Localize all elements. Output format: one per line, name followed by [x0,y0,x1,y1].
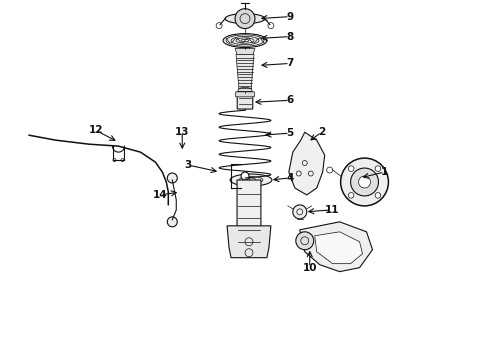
Circle shape [375,166,381,171]
Circle shape [296,232,314,250]
Circle shape [375,193,381,198]
Text: 10: 10 [302,263,317,273]
Text: 13: 13 [175,127,190,137]
Ellipse shape [238,87,252,93]
Polygon shape [315,232,363,264]
Text: 4: 4 [286,173,294,183]
Ellipse shape [225,14,265,24]
Circle shape [167,173,177,183]
Circle shape [348,193,354,198]
Text: 9: 9 [286,12,294,22]
Text: 1: 1 [381,167,388,177]
Circle shape [293,205,307,219]
Circle shape [350,168,378,196]
Polygon shape [300,222,372,272]
Text: 11: 11 [324,205,339,215]
Circle shape [359,176,370,188]
Circle shape [341,158,389,206]
Circle shape [235,9,255,28]
Text: 14: 14 [153,190,168,200]
Text: 6: 6 [286,95,294,105]
Circle shape [241,172,249,180]
Text: 3: 3 [185,160,192,170]
Polygon shape [227,226,271,258]
Circle shape [167,217,177,227]
Polygon shape [237,180,261,248]
Text: 2: 2 [318,127,325,137]
Ellipse shape [230,174,272,186]
Text: 5: 5 [286,128,294,138]
Circle shape [348,166,354,171]
Polygon shape [289,132,325,195]
Text: 7: 7 [286,58,294,68]
FancyBboxPatch shape [236,92,254,97]
Ellipse shape [223,33,267,48]
FancyBboxPatch shape [237,91,253,109]
Text: 8: 8 [286,32,294,41]
Polygon shape [235,49,255,54]
Polygon shape [236,54,254,90]
Text: 12: 12 [88,125,103,135]
